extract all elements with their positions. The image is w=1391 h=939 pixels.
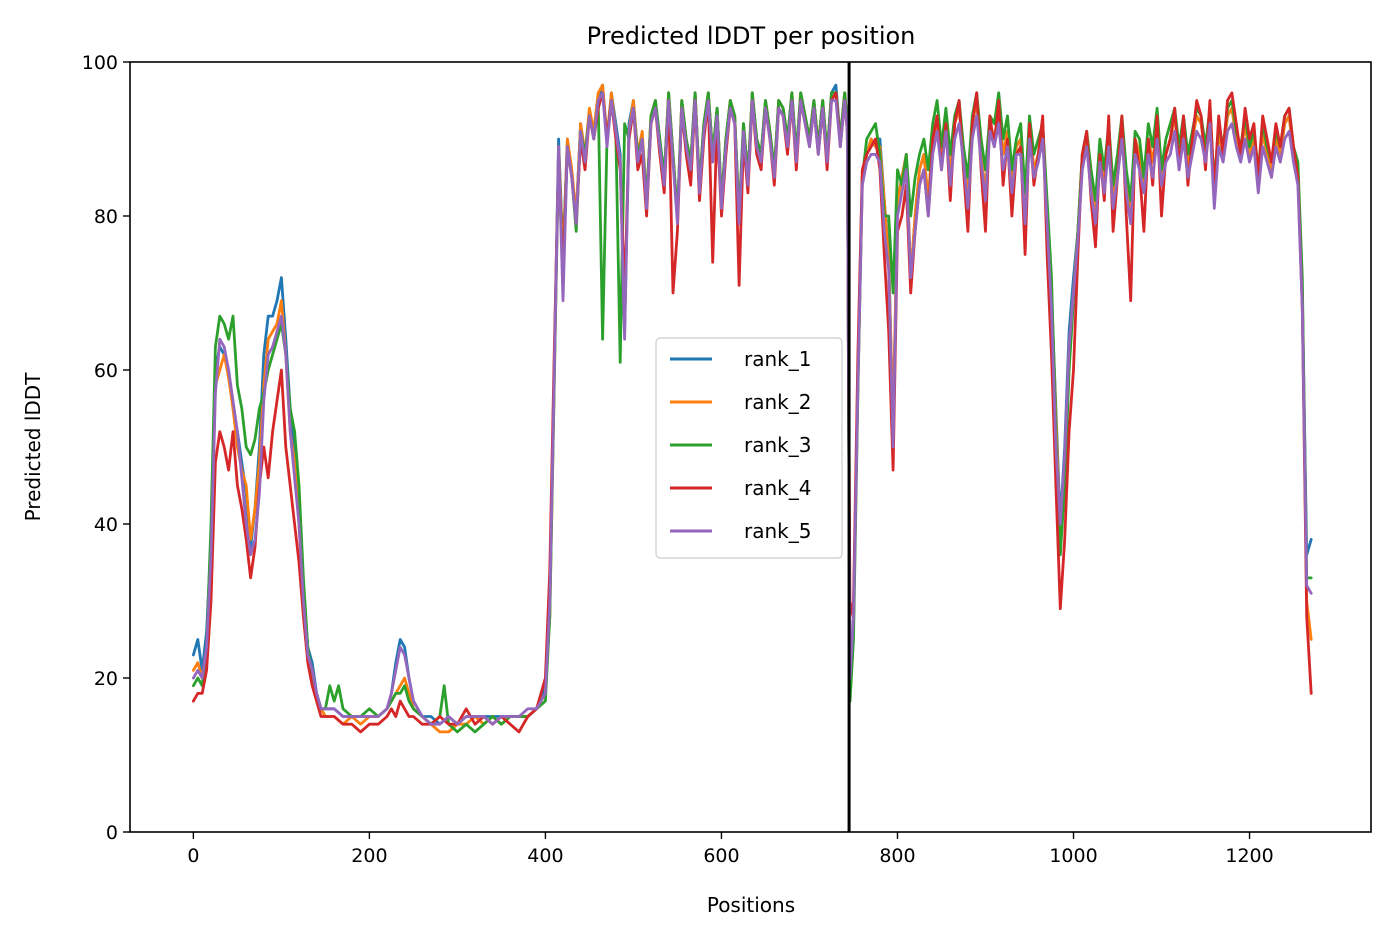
legend-label-rank-5: rank_5 [744, 519, 811, 543]
x-tick-label: 0 [187, 845, 199, 867]
x-axis-label: Positions [707, 893, 795, 917]
y-tick-label: 0 [106, 822, 118, 844]
legend-label-rank-4: rank_4 [744, 476, 811, 500]
x-tick-label: 600 [703, 845, 739, 867]
legend-label-rank-3: rank_3 [744, 433, 811, 457]
series-line-rank-5 [192, 91, 1313, 726]
y-tick-label: 20 [94, 668, 118, 690]
x-tick-label: 1200 [1225, 845, 1273, 867]
x-tick-label: 400 [527, 845, 563, 867]
chart-title: Predicted lDDT per position [587, 22, 916, 50]
x-tick-label: 800 [879, 845, 915, 867]
y-tick-label: 80 [94, 206, 118, 228]
plot-frame [129, 61, 1372, 833]
plot-area [192, 62, 1313, 832]
y-tick-label: 40 [94, 514, 118, 536]
y-axis-label: Predicted lDDT [21, 372, 45, 522]
x-tick-label: 200 [351, 845, 387, 867]
x-axis-ticks: 0 200 400 600 800 1000 1200 [187, 832, 1274, 867]
y-tick-label: 100 [82, 52, 118, 74]
legend: rank_1 rank_2 rank_3 rank_4 rank_5 [655, 337, 843, 559]
legend-label-rank-2: rank_2 [744, 390, 811, 414]
y-axis-ticks: 0 20 40 60 80 100 [82, 52, 130, 844]
y-tick-label: 60 [94, 360, 118, 382]
legend-label-rank-1: rank_1 [744, 347, 811, 371]
legend-box [655, 337, 843, 559]
x-tick-label: 1000 [1049, 845, 1097, 867]
